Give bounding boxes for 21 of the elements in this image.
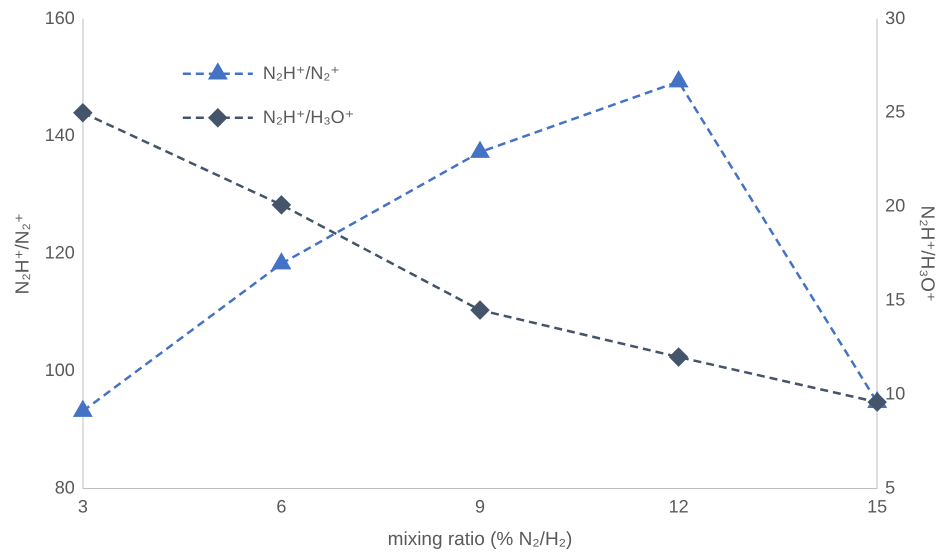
y-tick-label: 120 (44, 242, 75, 263)
y-axis-title: N₂H⁺/N₂⁺ (12, 213, 34, 294)
y-tick-label: 140 (44, 125, 75, 146)
x-tick-label: 15 (867, 496, 888, 516)
x-tick-label: 3 (78, 496, 88, 516)
y-tick-label: 80 (54, 478, 75, 498)
x-tick-label: 6 (276, 496, 286, 516)
y2-tick-label: 5 (885, 478, 896, 498)
legend-label: N₂H⁺/H₃O⁺ (262, 106, 354, 127)
x-axis-title: mixing ratio (% N₂/H₂) (388, 528, 572, 550)
y2-tick-label: 25 (885, 102, 906, 122)
x-tick-label: 12 (668, 496, 689, 516)
y2-tick-label: 10 (885, 384, 906, 404)
y-tick-label: 160 (44, 8, 75, 28)
y2-axis-title: N₂H⁺/H₃O⁺ (916, 205, 938, 302)
y2-tick-label: 15 (885, 290, 906, 310)
legend-label: N₂H⁺/N₂⁺ (262, 62, 340, 83)
y2-tick-label: 30 (885, 8, 906, 28)
y2-tick-label: 20 (885, 196, 906, 216)
x-tick-label: 9 (475, 496, 486, 516)
y-tick-label: 100 (44, 360, 75, 380)
